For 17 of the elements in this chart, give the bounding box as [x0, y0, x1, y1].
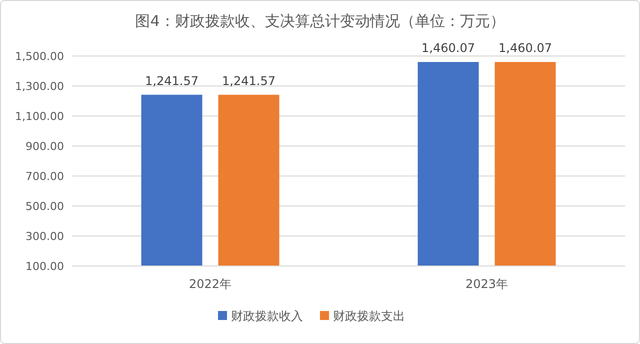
y-tick-label: 100.00 — [26, 260, 64, 273]
chart-title: 图4：财政拨款收、支决算总计变动情况（单位：万元） — [135, 12, 505, 30]
y-tick-label: 700.00 — [26, 170, 64, 183]
x-tick-label: 2022年 — [188, 277, 232, 291]
y-tick-label: 900.00 — [26, 140, 64, 153]
legend-label: 财政拨款支出 — [333, 309, 405, 323]
legend-label: 财政拨款收入 — [231, 309, 303, 323]
data-label: 1,460.07 — [498, 40, 552, 55]
y-tick-label: 1,500.00 — [15, 50, 64, 63]
data-label: 1,241.57 — [222, 74, 276, 88]
y-tick-label: 300.00 — [26, 230, 64, 243]
data-label: 1,460.07 — [422, 40, 475, 55]
data-label: 1,241.57 — [145, 74, 198, 88]
y-tick-label: 1,100.00 — [15, 110, 64, 123]
x-tick-label: 2023年 — [465, 277, 508, 291]
y-tick-label: 500.00 — [26, 200, 64, 213]
y-tick-label: 1,300.00 — [15, 80, 64, 93]
